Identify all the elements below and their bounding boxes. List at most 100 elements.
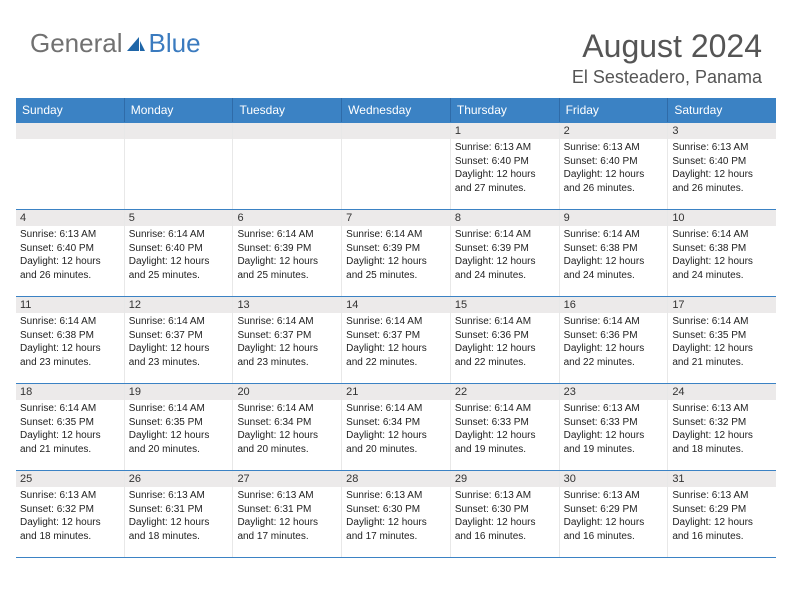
day-number: 5 [125, 210, 233, 226]
weekday-header-cell: Thursday [451, 98, 560, 122]
week-row: 1Sunrise: 6:13 AMSunset: 6:40 PMDaylight… [16, 122, 776, 209]
sunset-text: Sunset: 6:36 PM [564, 329, 664, 343]
sunrise-text: Sunrise: 6:13 AM [672, 141, 772, 155]
sunset-text: Sunset: 6:40 PM [20, 242, 120, 256]
daylight-text: Daylight: 12 hours and 26 minutes. [20, 255, 120, 282]
day-detail: Sunrise: 6:13 AMSunset: 6:31 PMDaylight:… [233, 487, 341, 547]
day-number: 12 [125, 297, 233, 313]
day-number: 9 [560, 210, 668, 226]
day-cell: 22Sunrise: 6:14 AMSunset: 6:33 PMDayligh… [451, 384, 560, 470]
weekday-header-cell: Tuesday [233, 98, 342, 122]
day-number: 29 [451, 471, 559, 487]
sunset-text: Sunset: 6:38 PM [564, 242, 664, 256]
day-cell: 15Sunrise: 6:14 AMSunset: 6:36 PMDayligh… [451, 297, 560, 383]
sunset-text: Sunset: 6:39 PM [455, 242, 555, 256]
day-number: 28 [342, 471, 450, 487]
sunset-text: Sunset: 6:29 PM [672, 503, 772, 517]
day-cell: 13Sunrise: 6:14 AMSunset: 6:37 PMDayligh… [233, 297, 342, 383]
daylight-text: Daylight: 12 hours and 26 minutes. [672, 168, 772, 195]
brand-logo: General Blue [30, 28, 201, 59]
day-cell: 5Sunrise: 6:14 AMSunset: 6:40 PMDaylight… [125, 210, 234, 296]
daylight-text: Daylight: 12 hours and 16 minutes. [455, 516, 555, 543]
day-cell: 6Sunrise: 6:14 AMSunset: 6:39 PMDaylight… [233, 210, 342, 296]
day-number [233, 123, 341, 139]
day-cell: 20Sunrise: 6:14 AMSunset: 6:34 PMDayligh… [233, 384, 342, 470]
sunrise-text: Sunrise: 6:13 AM [672, 402, 772, 416]
day-cell [233, 123, 342, 209]
sunrise-text: Sunrise: 6:14 AM [672, 228, 772, 242]
sunset-text: Sunset: 6:33 PM [564, 416, 664, 430]
daylight-text: Daylight: 12 hours and 27 minutes. [455, 168, 555, 195]
day-detail: Sunrise: 6:14 AMSunset: 6:35 PMDaylight:… [668, 313, 776, 373]
day-detail: Sunrise: 6:14 AMSunset: 6:36 PMDaylight:… [560, 313, 668, 373]
day-number: 20 [233, 384, 341, 400]
title-block: August 2024 El Sesteadero, Panama [572, 28, 762, 88]
day-detail: Sunrise: 6:13 AMSunset: 6:32 PMDaylight:… [16, 487, 124, 547]
sunset-text: Sunset: 6:31 PM [237, 503, 337, 517]
sunrise-text: Sunrise: 6:13 AM [20, 228, 120, 242]
daylight-text: Daylight: 12 hours and 18 minutes. [20, 516, 120, 543]
day-cell: 24Sunrise: 6:13 AMSunset: 6:32 PMDayligh… [668, 384, 776, 470]
sunset-text: Sunset: 6:37 PM [346, 329, 446, 343]
sunrise-text: Sunrise: 6:13 AM [564, 489, 664, 503]
day-detail: Sunrise: 6:13 AMSunset: 6:30 PMDaylight:… [342, 487, 450, 547]
day-number: 13 [233, 297, 341, 313]
sunset-text: Sunset: 6:40 PM [455, 155, 555, 169]
daylight-text: Daylight: 12 hours and 16 minutes. [564, 516, 664, 543]
daylight-text: Daylight: 12 hours and 22 minutes. [346, 342, 446, 369]
sunrise-text: Sunrise: 6:13 AM [455, 141, 555, 155]
daylight-text: Daylight: 12 hours and 16 minutes. [672, 516, 772, 543]
sunrise-text: Sunrise: 6:13 AM [455, 489, 555, 503]
day-number: 19 [125, 384, 233, 400]
sunset-text: Sunset: 6:29 PM [564, 503, 664, 517]
day-detail: Sunrise: 6:14 AMSunset: 6:38 PMDaylight:… [560, 226, 668, 286]
day-cell: 3Sunrise: 6:13 AMSunset: 6:40 PMDaylight… [668, 123, 776, 209]
day-detail: Sunrise: 6:14 AMSunset: 6:39 PMDaylight:… [233, 226, 341, 286]
day-detail: Sunrise: 6:14 AMSunset: 6:38 PMDaylight:… [16, 313, 124, 373]
daylight-text: Daylight: 12 hours and 25 minutes. [346, 255, 446, 282]
day-cell: 17Sunrise: 6:14 AMSunset: 6:35 PMDayligh… [668, 297, 776, 383]
sunset-text: Sunset: 6:37 PM [129, 329, 229, 343]
day-cell: 11Sunrise: 6:14 AMSunset: 6:38 PMDayligh… [16, 297, 125, 383]
day-number: 21 [342, 384, 450, 400]
day-detail: Sunrise: 6:14 AMSunset: 6:39 PMDaylight:… [342, 226, 450, 286]
sunrise-text: Sunrise: 6:14 AM [455, 402, 555, 416]
day-number: 27 [233, 471, 341, 487]
daylight-text: Daylight: 12 hours and 25 minutes. [129, 255, 229, 282]
day-cell: 29 Sunrise: 6:13 AMSunset: 6:30 PMDayligh… [451, 471, 560, 557]
day-detail: Sunrise: 6:13 AMSunset: 6:40 PMDaylight:… [668, 139, 776, 199]
sunset-text: Sunset: 6:34 PM [237, 416, 337, 430]
daylight-text: Daylight: 12 hours and 25 minutes. [237, 255, 337, 282]
day-cell: 2Sunrise: 6:13 AMSunset: 6:40 PMDaylight… [560, 123, 669, 209]
sunset-text: Sunset: 6:40 PM [564, 155, 664, 169]
daylight-text: Daylight: 12 hours and 23 minutes. [237, 342, 337, 369]
sunrise-text: Sunrise: 6:14 AM [672, 315, 772, 329]
daylight-text: Daylight: 12 hours and 21 minutes. [20, 429, 120, 456]
sunrise-text: Sunrise: 6:14 AM [129, 315, 229, 329]
day-detail: Sunrise: 6:14 AMSunset: 6:36 PMDaylight:… [451, 313, 559, 373]
day-detail: Sunrise: 6:14 AMSunset: 6:37 PMDaylight:… [233, 313, 341, 373]
weekday-header-cell: Wednesday [342, 98, 451, 122]
weekday-header-cell: Sunday [16, 98, 125, 122]
day-cell: 14Sunrise: 6:14 AMSunset: 6:37 PMDayligh… [342, 297, 451, 383]
sunrise-text: Sunrise: 6:14 AM [20, 402, 120, 416]
day-detail: Sunrise: 6:14 AMSunset: 6:37 PMDaylight:… [125, 313, 233, 373]
daylight-text: Daylight: 12 hours and 18 minutes. [129, 516, 229, 543]
daylight-text: Daylight: 12 hours and 24 minutes. [564, 255, 664, 282]
page-header: General Blue August 2024 El Sesteadero, … [0, 0, 792, 98]
sunrise-text: Sunrise: 6:14 AM [455, 228, 555, 242]
sunrise-text: Sunrise: 6:14 AM [129, 228, 229, 242]
sunset-text: Sunset: 6:30 PM [455, 503, 555, 517]
day-number: 30 [560, 471, 668, 487]
day-cell: 4Sunrise: 6:13 AMSunset: 6:40 PMDaylight… [16, 210, 125, 296]
weekday-header-cell: Saturday [668, 98, 776, 122]
day-cell: 27Sunrise: 6:13 AMSunset: 6:31 PMDayligh… [233, 471, 342, 557]
day-cell: 10Sunrise: 6:14 AMSunset: 6:38 PMDayligh… [668, 210, 776, 296]
day-number: 25 [16, 471, 124, 487]
daylight-text: Daylight: 12 hours and 18 minutes. [672, 429, 772, 456]
sunrise-text: Sunrise: 6:14 AM [346, 402, 446, 416]
day-number: 18 [16, 384, 124, 400]
day-detail: Sunrise: 6:14 AMSunset: 6:38 PMDaylight:… [668, 226, 776, 286]
weekday-header-row: SundayMondayTuesdayWednesdayThursdayFrid… [16, 98, 776, 122]
sunset-text: Sunset: 6:35 PM [20, 416, 120, 430]
